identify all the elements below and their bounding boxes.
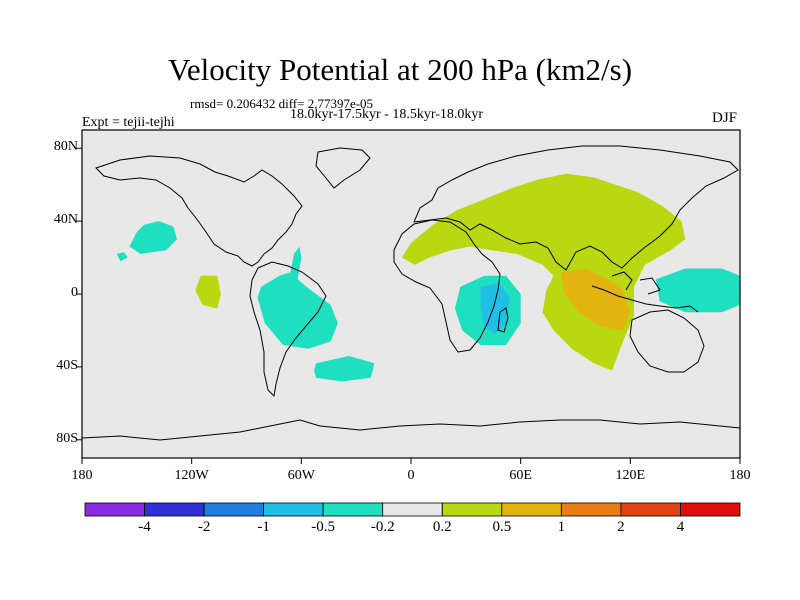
colorbar-box — [263, 502, 324, 517]
colorbar-box — [561, 502, 622, 517]
region-north-pacific-negative — [129, 221, 177, 254]
coast-south-america — [249, 261, 327, 398]
coast-indonesia — [591, 271, 699, 313]
time-range: 18.0kyr-17.5kyr - 18.5kyr-18.0kyr — [290, 107, 484, 122]
colorbar-label: 0.5 — [492, 519, 512, 535]
x-tick-label: 180 — [71, 468, 93, 483]
tick-marks — [76, 147, 741, 464]
colorbar-box — [620, 502, 681, 517]
x-tick-label: 120E — [615, 468, 646, 483]
x-tick-label: 60E — [509, 468, 532, 483]
coast-north-america — [95, 155, 303, 267]
map-background — [82, 130, 740, 458]
region-indonesia-positive-core — [560, 268, 631, 331]
colorbar-box — [322, 502, 384, 517]
coast-madagascar — [497, 307, 509, 333]
colorbar-label: 2 — [617, 519, 625, 535]
coast-antarctica — [82, 419, 740, 441]
region-south-america-negative — [257, 246, 338, 349]
colorbar-label: -0.5 — [311, 519, 336, 535]
colorbar-box — [84, 502, 145, 517]
colorbar-box — [203, 502, 265, 517]
colorbar-label: -1 — [257, 519, 270, 535]
coast-eurasia — [413, 145, 739, 271]
experiment-label: Expt = tejii-tejhi — [82, 115, 175, 130]
region-south-atlantic-negative — [314, 356, 375, 382]
colorbar-box — [680, 502, 741, 517]
colorbar-label: 1 — [557, 519, 566, 535]
stats-line: rmsd= 0.206432 diff= 2.77397e-05 — [190, 96, 374, 111]
region-hawaii-negative-spot — [116, 252, 128, 262]
y-tick-label: 40N — [53, 212, 78, 228]
x-tick-label: 180 — [729, 468, 751, 483]
colorbar-label: -0.2 — [370, 519, 395, 535]
y-tick-label: 80N — [53, 139, 78, 155]
coast-australia — [629, 309, 705, 373]
region-east-pacific-positive — [195, 275, 221, 309]
x-tick-label: 0 — [407, 468, 415, 483]
colorbar-box — [441, 502, 503, 517]
colorbar — [84, 502, 741, 517]
region-west-pacific-negative — [655, 268, 740, 313]
coast-africa — [393, 219, 501, 353]
colorbar-label: -2 — [197, 519, 211, 535]
colorbar-box — [144, 502, 205, 517]
contour-fills — [116, 173, 740, 382]
colorbar-label: 4 — [676, 519, 685, 535]
colorbar-label: 0.2 — [432, 519, 452, 535]
colorbar-label: -4 — [138, 519, 151, 535]
colorbar-box — [501, 502, 562, 517]
y-tick-label: 0 — [71, 285, 78, 300]
colorbar-box — [382, 502, 443, 517]
coast-greenland — [315, 147, 371, 189]
y-tick-label: 40S — [56, 357, 78, 373]
chart-title: Velocity Potential at 200 hPa (km2/s) — [167, 52, 633, 87]
y-tick-label: 80S — [56, 430, 78, 446]
x-tick-label: 120W — [174, 468, 209, 483]
season-label: DJF — [712, 110, 738, 126]
coastlines — [82, 145, 740, 441]
x-tick-label: 60W — [287, 468, 315, 483]
